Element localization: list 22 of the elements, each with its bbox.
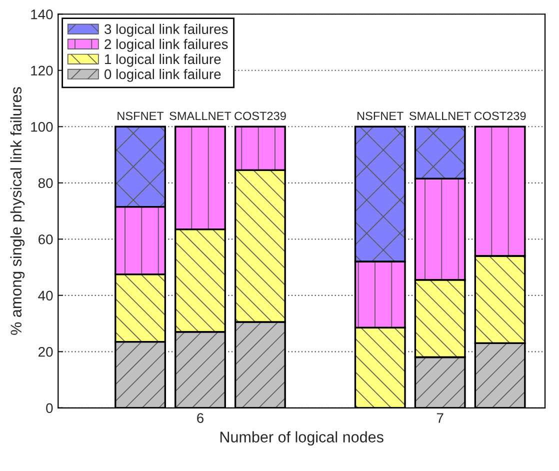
y-tick-label: 100 xyxy=(31,122,53,132)
x-tick-label: NSFNET xyxy=(357,112,404,120)
y-tick-label: 80 xyxy=(38,178,53,188)
legend-label: 0 logical link failure xyxy=(104,68,221,82)
x-tick-label: SMALLNET xyxy=(170,112,232,120)
x-tick-label: COST239 xyxy=(234,112,286,120)
y-tick-label: 40 xyxy=(38,290,53,301)
x-tick-label: COST239 xyxy=(474,112,526,120)
y-tick-label: 140 xyxy=(31,9,53,20)
legend-label: 3 logical link failures xyxy=(104,24,228,37)
y-tick-label: 0 xyxy=(46,403,53,414)
y-tick-label: 20 xyxy=(38,346,53,357)
y-axis-title: % among single physical link failures xyxy=(10,87,25,335)
x-tick-label: SMALLNET xyxy=(409,112,471,120)
legend-label: 2 logical link failures xyxy=(104,38,228,52)
y-tick-label: 120 xyxy=(31,66,53,76)
x-axis-title: Number of logical nodes xyxy=(220,431,384,446)
legend-label: 1 logical link failure xyxy=(105,54,221,67)
y-tick-label: 60 xyxy=(38,234,53,244)
x-tick-label: NSFNET xyxy=(118,112,164,120)
text: 7 xyxy=(436,413,444,423)
text: 6 xyxy=(197,413,204,423)
